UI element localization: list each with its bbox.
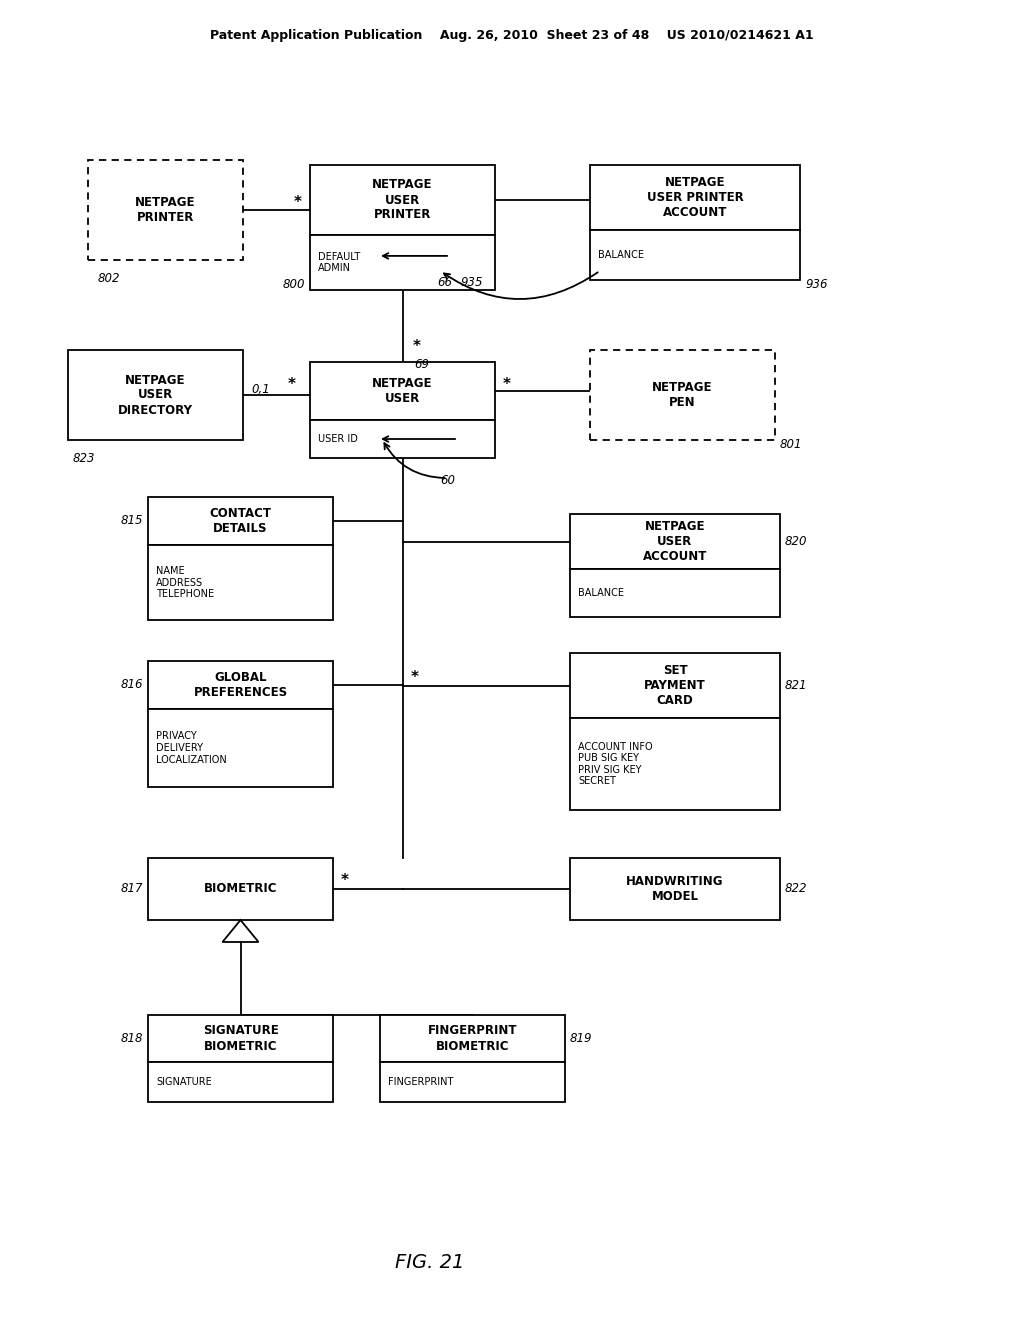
Text: SIGNATURE: SIGNATURE	[156, 1077, 212, 1086]
Text: *: *	[294, 194, 302, 210]
Text: *: *	[503, 378, 511, 392]
Bar	[570, 858, 780, 920]
Text: 800: 800	[283, 279, 305, 292]
Text: SET
PAYMENT
CARD: SET PAYMENT CARD	[644, 664, 706, 708]
Bar	[380, 1063, 565, 1102]
Text: 816: 816	[121, 678, 143, 692]
Text: GLOBAL
PREFERENCES: GLOBAL PREFERENCES	[194, 671, 288, 700]
Bar	[310, 235, 495, 290]
Text: NETPAGE
USER
PRINTER: NETPAGE USER PRINTER	[373, 178, 433, 222]
Text: *: *	[411, 671, 419, 685]
Text: FINGERPRINT
BIOMETRIC: FINGERPRINT BIOMETRIC	[428, 1024, 517, 1052]
Text: 823: 823	[73, 451, 95, 465]
Text: *: *	[341, 874, 349, 888]
Text: SIGNATURE
BIOMETRIC: SIGNATURE BIOMETRIC	[203, 1024, 279, 1052]
Bar	[570, 718, 780, 810]
Text: 820: 820	[785, 535, 808, 548]
Text: 60: 60	[440, 474, 455, 487]
Text: 801: 801	[780, 438, 803, 451]
Text: NETPAGE
PRINTER: NETPAGE PRINTER	[135, 195, 196, 224]
Text: NETPAGE
PEN: NETPAGE PEN	[652, 381, 713, 409]
Bar	[570, 513, 780, 569]
Text: HANDWRITING
MODEL: HANDWRITING MODEL	[627, 875, 724, 903]
Bar	[590, 230, 800, 280]
Text: USER ID: USER ID	[318, 434, 357, 444]
Bar	[148, 498, 333, 545]
Bar	[310, 362, 495, 420]
Text: FINGERPRINT: FINGERPRINT	[388, 1077, 454, 1086]
Bar	[148, 1063, 333, 1102]
Text: NETPAGE
USER PRINTER
ACCOUNT: NETPAGE USER PRINTER ACCOUNT	[646, 176, 743, 219]
Text: 822: 822	[785, 883, 808, 895]
Bar	[590, 165, 800, 230]
Text: 821: 821	[785, 678, 808, 692]
Bar	[380, 1015, 565, 1063]
Text: *: *	[288, 378, 296, 392]
Text: NETPAGE
USER
DIRECTORY: NETPAGE USER DIRECTORY	[118, 374, 193, 417]
Text: 815: 815	[121, 515, 143, 528]
Text: CONTACT
DETAILS: CONTACT DETAILS	[210, 507, 271, 535]
Bar	[570, 569, 780, 616]
Text: 802: 802	[98, 272, 121, 285]
Text: 69: 69	[415, 358, 429, 371]
Text: FIG. 21: FIG. 21	[395, 1253, 465, 1271]
Text: 818: 818	[121, 1032, 143, 1045]
Text: 819: 819	[570, 1032, 593, 1045]
Text: 66: 66	[437, 276, 453, 289]
Text: PRIVACY
DELIVERY
LOCALIZATION: PRIVACY DELIVERY LOCALIZATION	[156, 731, 226, 764]
Text: 817: 817	[121, 883, 143, 895]
Bar	[68, 350, 243, 440]
Text: BALANCE: BALANCE	[598, 249, 644, 260]
Bar	[148, 1015, 333, 1063]
Bar	[148, 709, 333, 787]
Text: NETPAGE
USER
ACCOUNT: NETPAGE USER ACCOUNT	[643, 520, 708, 564]
Text: 936: 936	[805, 279, 827, 292]
Text: ACCOUNT INFO
PUB SIG KEY
PRIV SIG KEY
SECRET: ACCOUNT INFO PUB SIG KEY PRIV SIG KEY SE…	[578, 742, 652, 787]
Bar	[148, 858, 333, 920]
Bar	[88, 160, 243, 260]
Text: NAME
ADDRESS
TELEPHONE: NAME ADDRESS TELEPHONE	[156, 566, 214, 599]
Text: DEFAULT
ADMIN: DEFAULT ADMIN	[318, 252, 360, 273]
Text: NETPAGE
USER: NETPAGE USER	[373, 378, 433, 405]
Bar	[310, 165, 495, 235]
Text: BIOMETRIC: BIOMETRIC	[204, 883, 278, 895]
Bar	[590, 350, 775, 440]
Text: Patent Application Publication    Aug. 26, 2010  Sheet 23 of 48    US 2010/02146: Patent Application Publication Aug. 26, …	[210, 29, 814, 41]
Bar	[570, 653, 780, 718]
Text: 0,1: 0,1	[251, 383, 269, 396]
Text: BALANCE: BALANCE	[578, 587, 624, 598]
Text: 935: 935	[461, 276, 483, 289]
Text: *: *	[413, 339, 421, 355]
Bar	[148, 661, 333, 709]
Bar	[148, 545, 333, 620]
Bar	[310, 420, 495, 458]
